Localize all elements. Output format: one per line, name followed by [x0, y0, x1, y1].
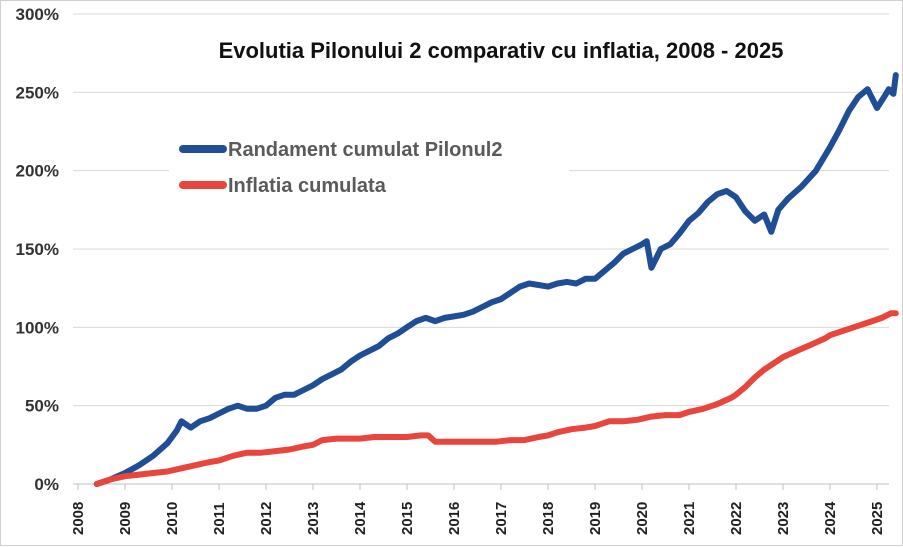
y-tick-label: 0% — [34, 475, 59, 494]
y-tick-label: 300% — [16, 5, 59, 24]
x-tick-label: 2016 — [446, 502, 463, 535]
series-lines — [93, 72, 899, 487]
y-tick-label: 100% — [16, 318, 59, 337]
legend-label-inflatia: Inflatia cumulata — [228, 175, 387, 197]
x-tick-label: 2021 — [681, 502, 698, 535]
legend-label-randament: Randament cumulat Pilonul2 — [228, 139, 502, 161]
x-tick-label: 2018 — [540, 502, 557, 535]
x-tick-label: 2009 — [117, 502, 134, 535]
legend-background — [169, 131, 569, 203]
axes: 0% 50% 100% 150% 200% 250% 300% 2008 2009 2010 201… — [16, 5, 889, 535]
y-tick-label: 200% — [16, 162, 59, 181]
x-tick-label: 2014 — [352, 501, 369, 535]
x-tick-label: 2008 — [70, 502, 87, 535]
x-tick-label: 2020 — [634, 502, 651, 535]
x-tick-label: 2015 — [399, 502, 416, 535]
x-tick-label: 2017 — [493, 502, 510, 535]
x-tick-label: 2011 — [211, 502, 228, 535]
y-tick-label: 150% — [16, 240, 59, 259]
x-tick-label: 2025 — [869, 502, 886, 535]
gridlines — [73, 13, 889, 407]
legend: Randament cumulat Pilonul2 Inflatia cumu… — [179, 139, 502, 197]
series-line-inflatia-cumulata — [93, 310, 899, 487]
x-tick-label: 2022 — [728, 502, 745, 535]
x-tick-label: 2023 — [775, 502, 792, 535]
x-tick-label: 2012 — [258, 502, 275, 535]
chart-title: Evolutia Pilonului 2 comparativ cu infla… — [219, 38, 784, 63]
x-tick-label: 2010 — [164, 502, 181, 535]
y-tick-label: 250% — [16, 83, 59, 102]
x-tick-label: 2019 — [587, 502, 604, 535]
series-line-randament-pilonul2 — [93, 72, 899, 487]
x-tick-label: 2024 — [822, 501, 839, 535]
y-tick-label: 50% — [25, 397, 59, 416]
x-tick-label: 2013 — [305, 502, 322, 535]
